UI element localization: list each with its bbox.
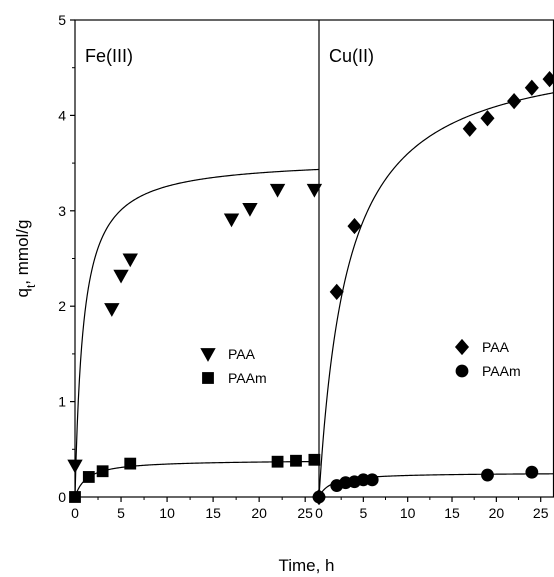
data-point [524, 79, 539, 96]
fit-curve-paa [74, 168, 320, 498]
data-point [124, 457, 137, 470]
x-tick-label: 20 [251, 505, 267, 521]
fit-curve-paa [318, 92, 554, 498]
x-tick-label: 25 [533, 505, 549, 521]
y-tick-label: 0 [58, 489, 66, 505]
data-point [462, 120, 477, 137]
data-point [542, 71, 554, 88]
y-axis: 0 1 2 3 4 5 [58, 12, 75, 505]
data-point [271, 455, 284, 468]
legend-marker [200, 348, 216, 362]
x-tick-label: 15 [444, 505, 460, 521]
y-axis-title-rest: , mmol/g [13, 220, 32, 285]
legend-marker [455, 364, 469, 378]
data-point [113, 269, 129, 284]
x-tick-label: 5 [117, 505, 125, 521]
legend: PAA PAAm [200, 346, 267, 386]
x-tick-label: 5 [359, 505, 367, 521]
x-tick-label: 10 [400, 505, 416, 521]
data-point [306, 183, 323, 198]
y-tick-label: 4 [58, 107, 66, 123]
panel-cu: 0 5 10 15 20 25 Cu(II) PAA PAAm [311, 46, 554, 521]
x-tick-label: 0 [71, 505, 79, 521]
data-point [481, 468, 494, 482]
y-tick-label: 1 [58, 394, 66, 410]
data-point [347, 217, 362, 235]
data-point [223, 213, 240, 228]
legend-label: PAAm [482, 363, 521, 379]
panel-fe: 0 5 10 15 20 25 Fe(III) PAA PAAm [67, 46, 323, 521]
y-axis-title: qt, mmol/g [13, 220, 38, 298]
y-tick-label: 5 [58, 12, 66, 28]
x-tick-label: 0 [315, 505, 323, 521]
series-paam [312, 465, 539, 504]
plot-frame [74, 19, 554, 498]
legend-marker [454, 338, 470, 356]
data-point [122, 253, 138, 268]
data-point [69, 491, 81, 503]
legend-label: PAAm [228, 370, 267, 386]
legend-marker [202, 372, 214, 384]
series-paam [69, 453, 321, 503]
data-point [507, 92, 522, 110]
panel-label: Cu(II) [329, 46, 374, 66]
y-tick-label: 2 [58, 298, 66, 314]
data-point [365, 473, 379, 487]
x-tick-label: 15 [205, 505, 221, 521]
y-axis-title-main: q [13, 288, 32, 297]
series-paa [311, 71, 554, 506]
series-paa [67, 183, 323, 474]
data-point [290, 454, 302, 467]
data-point [67, 459, 83, 474]
panels: 0 5 10 15 20 25 Fe(III) PAA PAAm 0 5 10 15 20 25 Cu(II)… [67, 46, 554, 521]
data-point [525, 465, 539, 479]
data-point [96, 465, 109, 478]
data-point [82, 471, 95, 483]
legend-label: PAA [482, 339, 510, 355]
data-point [104, 303, 120, 317]
x-tick-label: 20 [489, 505, 505, 521]
legend-label: PAA [228, 346, 256, 362]
data-point [269, 183, 286, 198]
data-point [242, 202, 258, 217]
y-tick-label: 3 [58, 203, 66, 219]
data-point [329, 283, 344, 301]
x-tick-label: 25 [297, 505, 313, 521]
panel-label: Fe(III) [85, 46, 133, 66]
data-point [308, 453, 321, 466]
y-axis-title-sub: t [24, 284, 38, 288]
legend: PAA PAAm [454, 338, 521, 379]
plot-border [74, 19, 554, 498]
data-point [312, 490, 326, 504]
x-axis-title: Time, h [278, 556, 334, 575]
x-tick-label: 10 [159, 505, 175, 521]
data-point [480, 110, 495, 127]
